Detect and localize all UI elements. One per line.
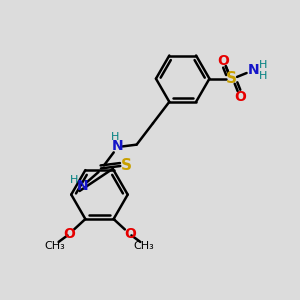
Text: H: H: [259, 71, 267, 81]
Text: N: N: [112, 139, 123, 153]
Text: H: H: [69, 175, 78, 185]
Text: O: O: [124, 226, 136, 241]
Text: S: S: [121, 158, 132, 173]
Text: H: H: [111, 133, 119, 142]
Text: N: N: [247, 63, 259, 77]
Text: H: H: [259, 60, 267, 70]
Text: CH₃: CH₃: [134, 241, 154, 251]
Text: CH₃: CH₃: [45, 241, 65, 251]
Text: N: N: [77, 178, 88, 193]
Text: O: O: [234, 90, 246, 104]
Text: O: O: [218, 54, 230, 68]
Text: S: S: [226, 71, 237, 86]
Text: O: O: [63, 226, 75, 241]
